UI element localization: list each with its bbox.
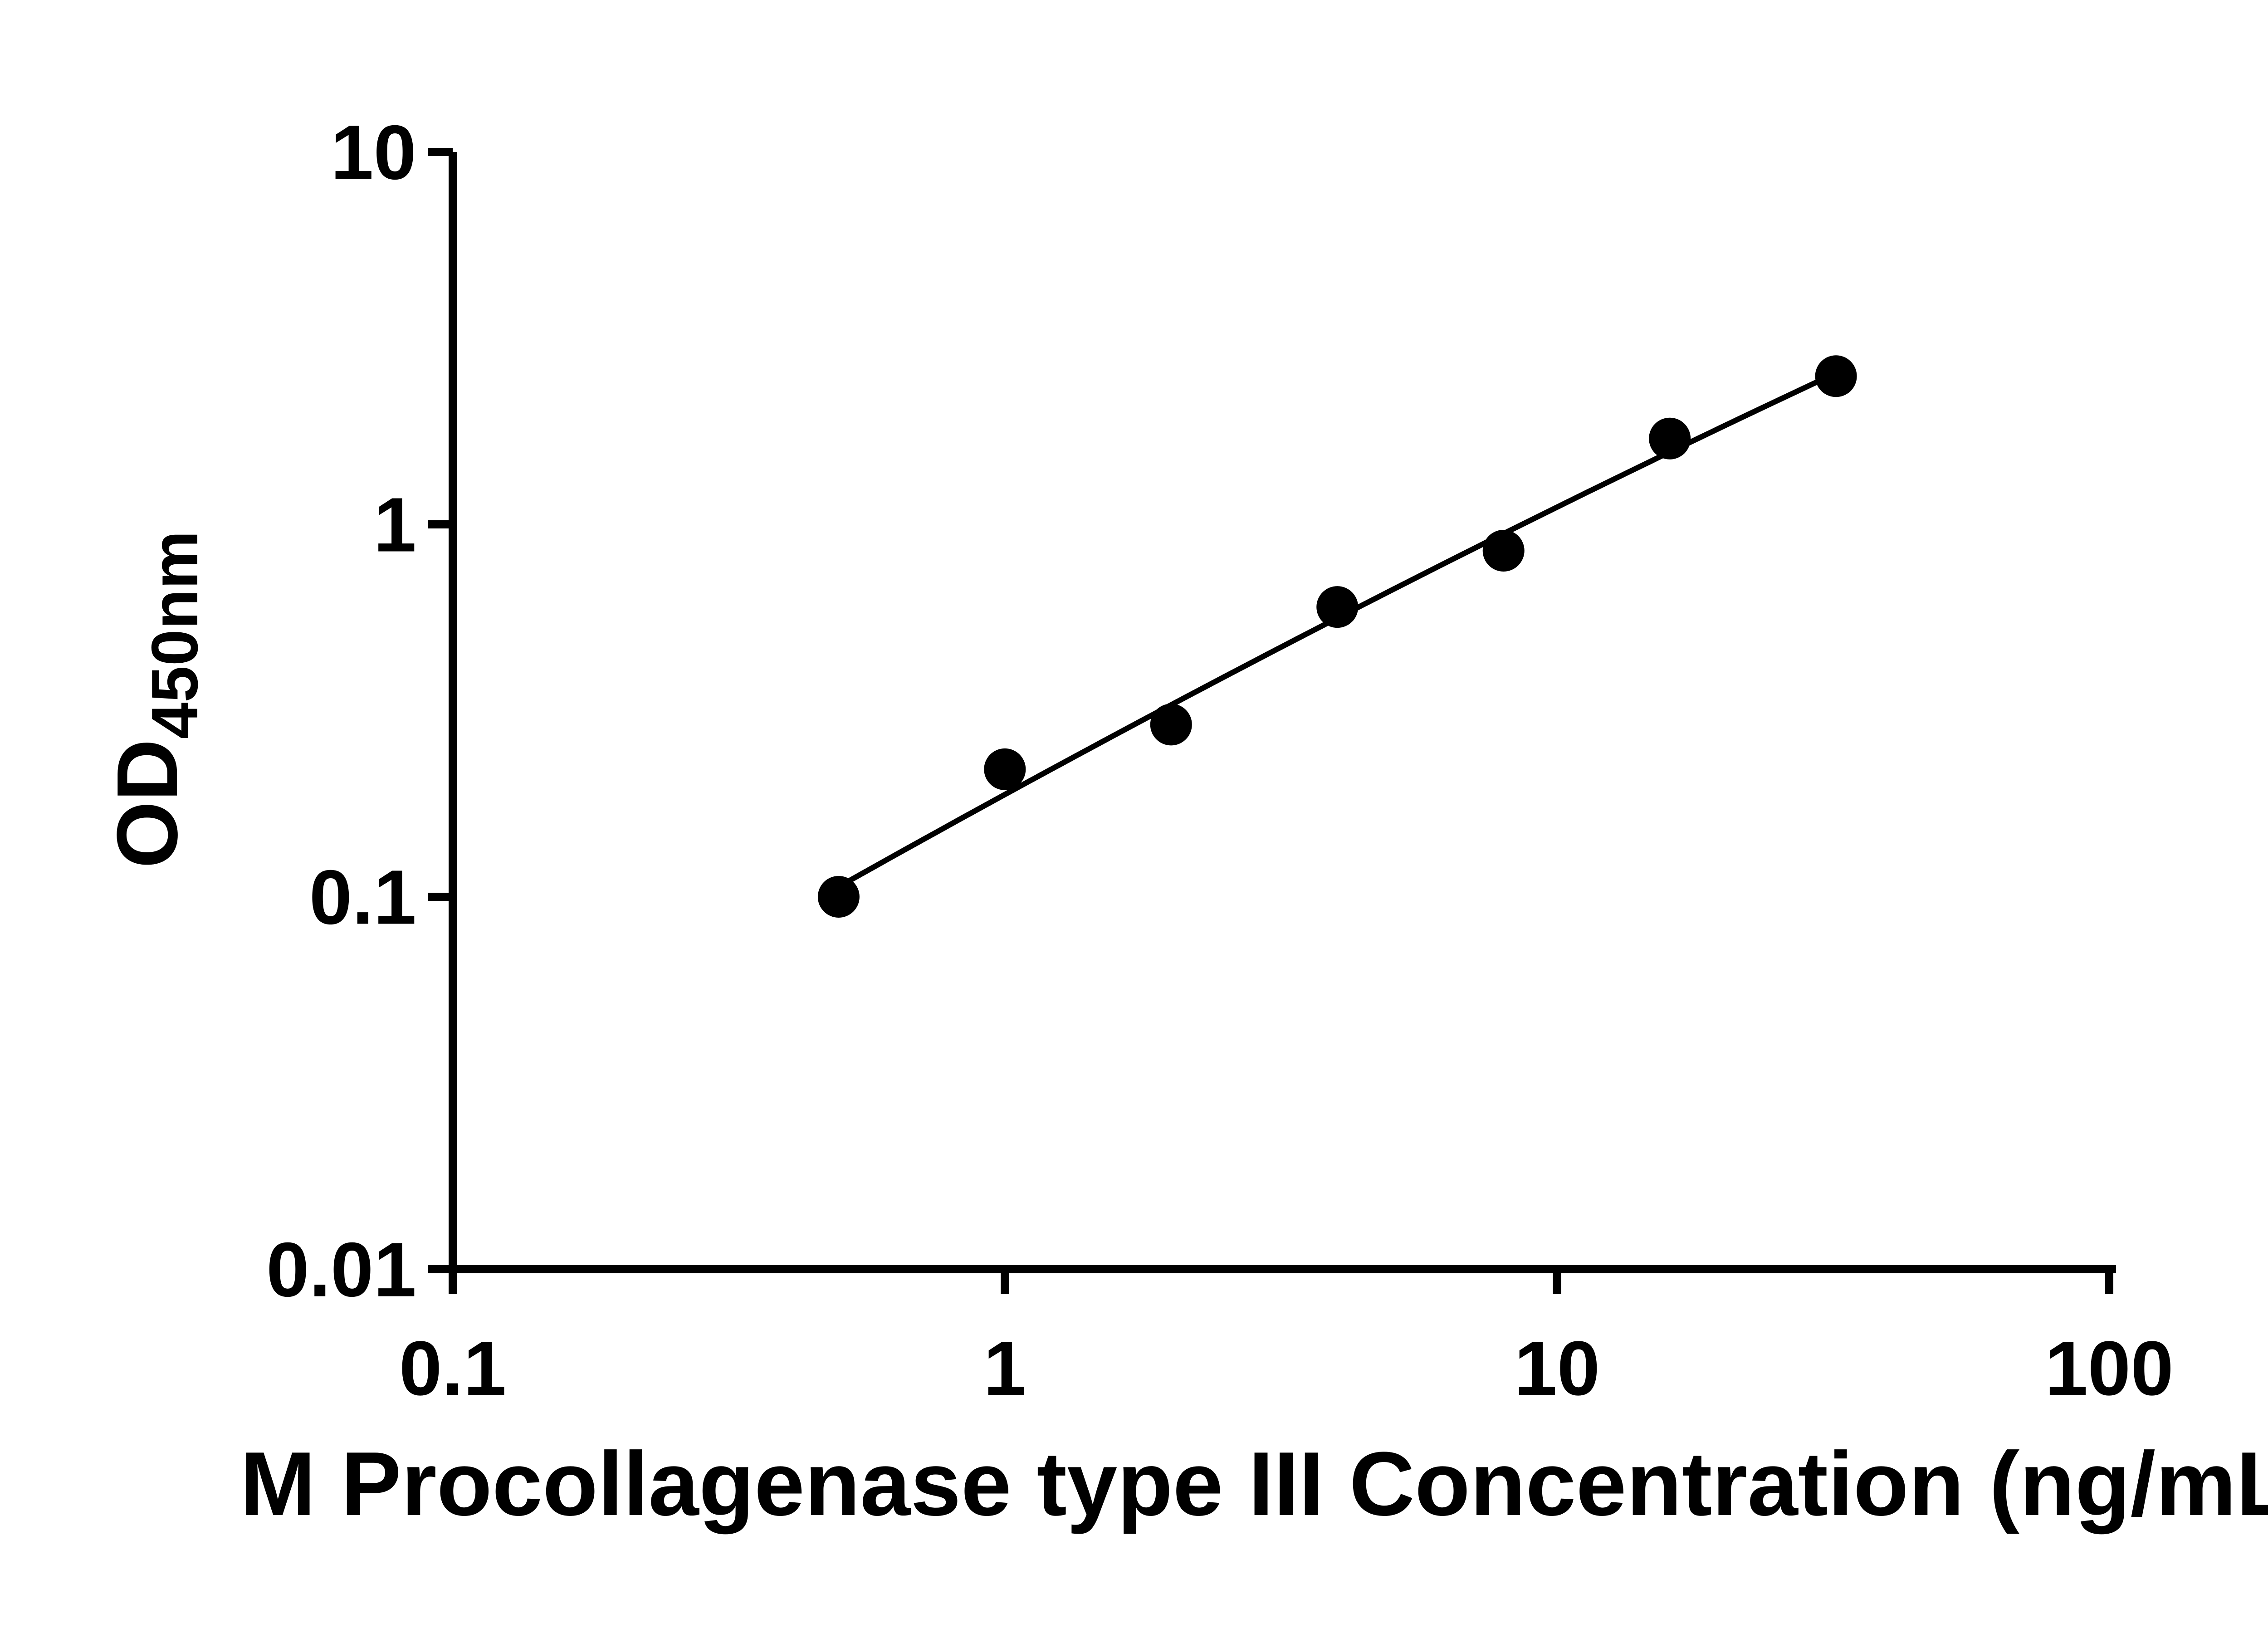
data-point: [1649, 417, 1691, 460]
data-point: [1815, 355, 1857, 397]
x-axis-title: M Procollagenase type III Concentration …: [240, 1433, 2268, 1535]
data-point: [1316, 586, 1359, 628]
y-tick-label: 0.1: [309, 855, 416, 941]
data-point: [984, 748, 1026, 790]
y-axis-title-main: OD: [99, 739, 196, 868]
data-point: [817, 876, 860, 918]
x-tick-label: 100: [2045, 1325, 2174, 1412]
x-tick-label: 10: [1514, 1325, 1600, 1412]
data-point: [1482, 529, 1525, 572]
y-tick-label: 10: [331, 110, 416, 196]
y-axis-title: OD450nm: [99, 531, 211, 868]
y-tick-label: 0.01: [266, 1227, 416, 1313]
y-axis-title-sub: 450nm: [138, 531, 211, 739]
data-point: [1150, 704, 1192, 746]
x-tick-label: 0.1: [399, 1325, 506, 1412]
x-tick-label: 1: [983, 1325, 1026, 1412]
y-tick-label: 1: [373, 482, 416, 568]
